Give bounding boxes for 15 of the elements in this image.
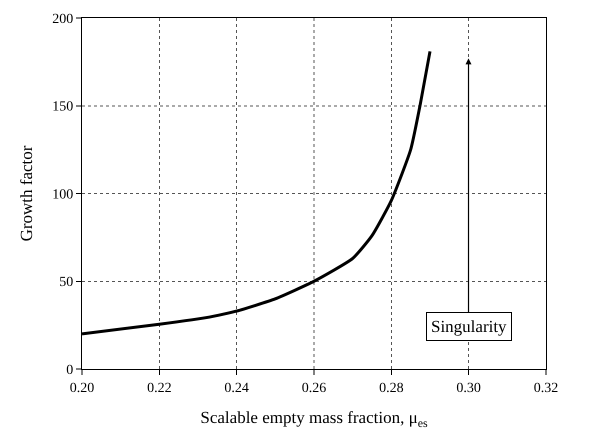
y-tick-label: 50 [59,275,74,290]
y-axis-title: Growth factor [16,145,36,242]
x-tick-label: 0.22 [147,380,172,396]
y-tick-label: 200 [52,12,74,27]
x-tick-label: 0.28 [379,380,404,396]
annotation: Singularity [431,317,508,336]
x-axis-title: Scalable empty mass fraction, μ$_{es}$ [200,408,428,430]
x-tick-label: 0.20 [70,380,94,396]
x-tick-label: 0.26 [302,380,326,396]
x-tick-label: 0.32 [534,380,558,396]
y-tick-label: 0 [66,362,74,378]
y-tick-label: 100 [52,187,74,202]
y-tick-label: 150 [52,100,74,115]
x-tick-label: 0.24 [224,380,249,396]
x-tick-label: 0.30 [456,380,481,396]
